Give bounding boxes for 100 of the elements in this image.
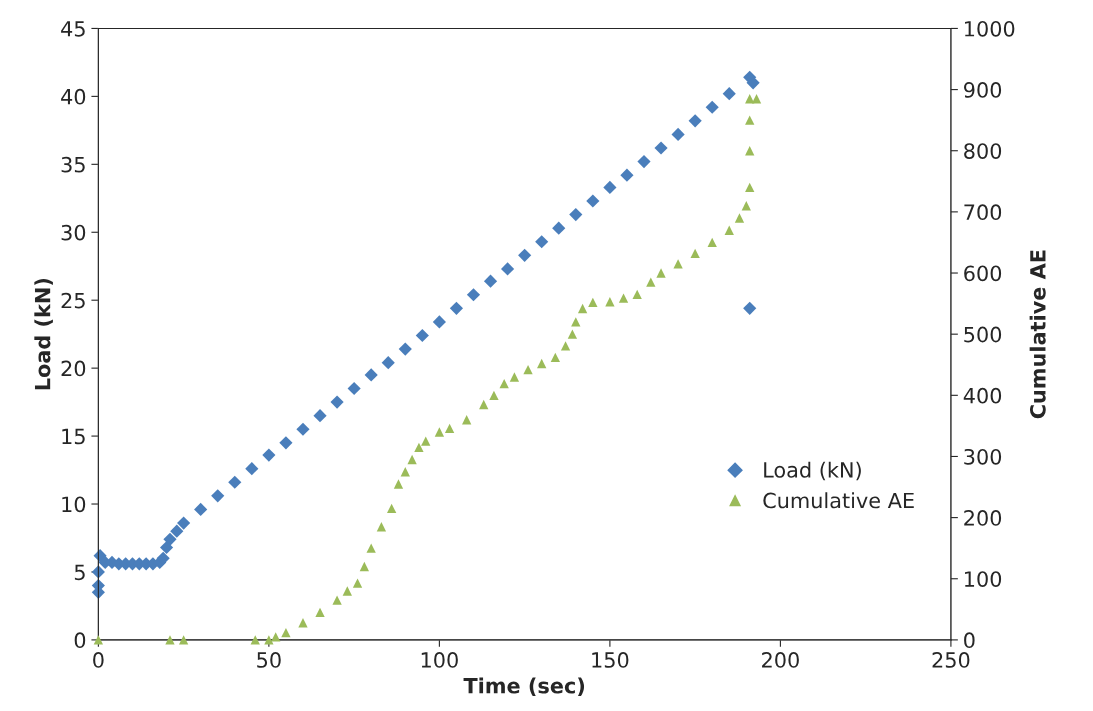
y-tick-label: 35 bbox=[61, 156, 85, 173]
point bbox=[724, 225, 734, 235]
point bbox=[745, 182, 755, 193]
point bbox=[632, 289, 642, 300]
point bbox=[483, 274, 498, 288]
point bbox=[415, 328, 429, 343]
point bbox=[449, 301, 464, 315]
y2-tick-label: 700 bbox=[964, 204, 1002, 221]
x-tick-label: 200 bbox=[762, 652, 799, 668]
point bbox=[571, 317, 581, 327]
point bbox=[342, 586, 352, 596]
y2-tick-label: 600 bbox=[964, 265, 1002, 282]
point bbox=[398, 342, 412, 356]
point bbox=[637, 155, 651, 169]
y-tick-label: 45 bbox=[61, 21, 85, 37]
y2-tick-label: 500 bbox=[964, 326, 1002, 343]
point bbox=[751, 94, 762, 104]
point bbox=[194, 502, 208, 517]
point bbox=[177, 516, 191, 530]
point bbox=[518, 248, 532, 262]
point bbox=[603, 180, 617, 195]
point bbox=[537, 358, 547, 369]
point bbox=[588, 297, 598, 308]
x-tick-label: 150 bbox=[592, 652, 629, 668]
y-tick-label: 20 bbox=[61, 360, 86, 377]
y2-axis-title: Cumulative AE bbox=[1029, 250, 1046, 419]
point bbox=[656, 268, 666, 278]
point bbox=[722, 87, 736, 101]
point bbox=[281, 627, 291, 638]
y2-tick-label: 400 bbox=[963, 387, 1002, 404]
point bbox=[745, 146, 755, 156]
point bbox=[509, 372, 520, 382]
point bbox=[489, 390, 499, 400]
y2-tick-label: 0 bbox=[964, 632, 975, 649]
point bbox=[586, 194, 600, 208]
point bbox=[646, 277, 656, 287]
point bbox=[707, 237, 717, 248]
y2-tick-label: 1000 bbox=[965, 20, 1015, 37]
point bbox=[560, 341, 571, 351]
point bbox=[211, 489, 225, 503]
y2-tick-label: 200 bbox=[964, 510, 1002, 526]
point bbox=[577, 303, 588, 314]
point bbox=[444, 423, 455, 433]
point bbox=[163, 532, 177, 546]
y2-tick-label: 100 bbox=[965, 571, 1002, 587]
point bbox=[414, 442, 424, 452]
y-tick-label: 40 bbox=[61, 88, 86, 105]
y-axis-title: Load (kN) bbox=[34, 278, 53, 390]
point bbox=[178, 635, 189, 645]
y2-tick-label: 800 bbox=[964, 143, 1002, 159]
x-tick-label: 50 bbox=[257, 652, 281, 668]
point bbox=[535, 235, 549, 249]
y-tick-label: 10 bbox=[62, 496, 86, 513]
point bbox=[170, 524, 184, 538]
y-tick-label: 30 bbox=[61, 224, 86, 241]
point bbox=[745, 115, 755, 125]
y-tick-label: 25 bbox=[61, 292, 85, 309]
y-tick-label: 0 bbox=[74, 632, 86, 649]
point bbox=[381, 356, 395, 370]
point bbox=[407, 454, 417, 465]
point bbox=[165, 635, 175, 645]
point bbox=[550, 352, 560, 363]
point bbox=[688, 114, 702, 128]
point bbox=[618, 293, 629, 303]
point bbox=[671, 127, 685, 142]
point bbox=[393, 479, 404, 489]
point bbox=[279, 436, 293, 450]
point bbox=[359, 561, 370, 572]
point bbox=[746, 76, 760, 90]
point bbox=[705, 100, 719, 114]
point bbox=[330, 395, 344, 409]
point bbox=[499, 379, 509, 389]
point bbox=[479, 399, 489, 410]
point bbox=[364, 368, 378, 382]
point bbox=[250, 635, 260, 645]
point bbox=[620, 168, 634, 182]
point bbox=[315, 607, 325, 618]
point bbox=[332, 595, 342, 605]
y-tick-label: 15 bbox=[62, 428, 85, 445]
point bbox=[432, 315, 446, 329]
point bbox=[673, 259, 683, 269]
point bbox=[264, 635, 274, 645]
point bbox=[91, 565, 105, 579]
y2-tick-label: 300 bbox=[964, 448, 1002, 465]
point bbox=[523, 364, 533, 375]
point bbox=[271, 632, 281, 642]
point bbox=[262, 448, 276, 462]
x-tick-label: 100 bbox=[421, 652, 458, 668]
point bbox=[654, 141, 668, 155]
point bbox=[462, 415, 472, 425]
point bbox=[298, 618, 308, 628]
point bbox=[734, 213, 745, 223]
point bbox=[228, 475, 242, 489]
point bbox=[567, 329, 578, 339]
point bbox=[352, 578, 363, 588]
point bbox=[245, 462, 259, 476]
point bbox=[743, 301, 757, 315]
point bbox=[434, 427, 445, 437]
point bbox=[690, 248, 700, 259]
y2-tick-label: 900 bbox=[964, 82, 1002, 98]
